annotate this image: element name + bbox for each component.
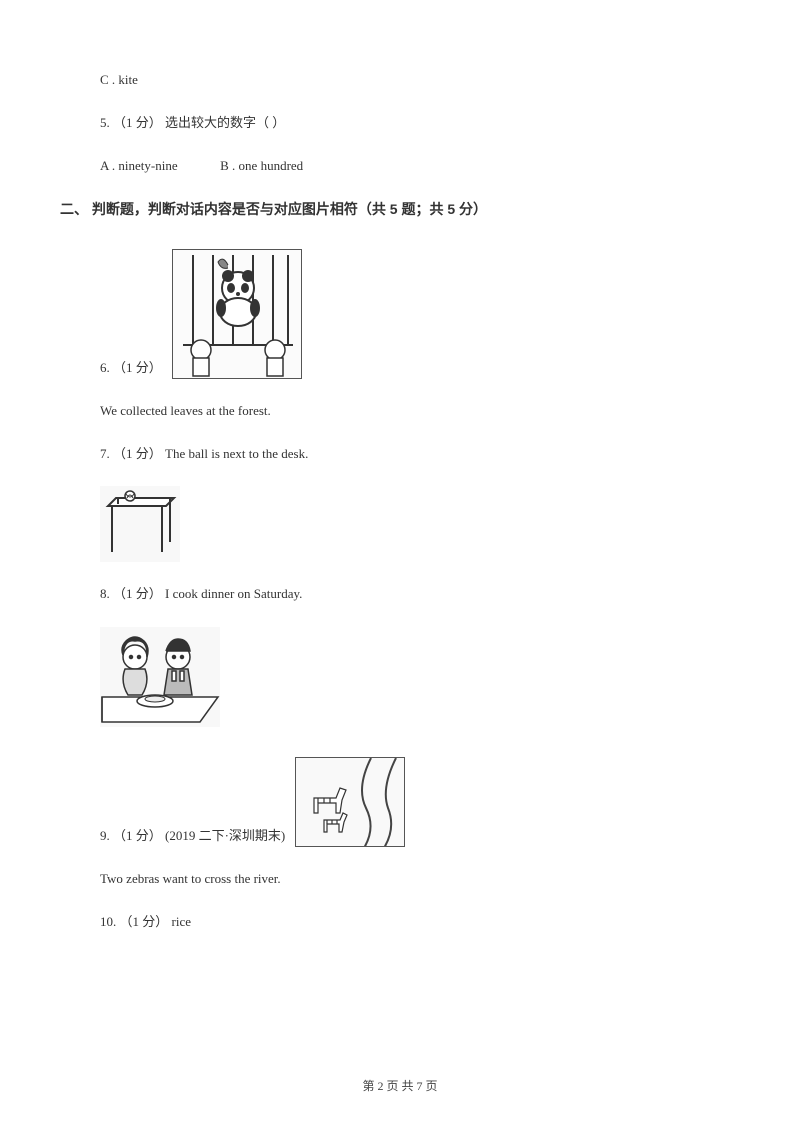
- desk-ball-icon: [100, 486, 180, 562]
- q9-image-zebras: [295, 757, 405, 847]
- q7-image-desk: [100, 486, 180, 562]
- q6-prefix: 6. （1 分）: [100, 358, 162, 379]
- q9-row: 9. （1 分） (2019 二下·深圳期末): [60, 757, 740, 847]
- q5-options: A . ninety-nine B . one hundred: [60, 156, 740, 177]
- q8-stem: 8. （1 分） I cook dinner on Saturday.: [60, 584, 740, 605]
- q7-image-wrap: [60, 486, 740, 562]
- zebras-river-icon: [296, 758, 405, 847]
- q5-stem: 5. （1 分） 选出较大的数字（ ）: [60, 113, 740, 134]
- q9-text: Two zebras want to cross the river.: [60, 869, 740, 890]
- q6-image-panda: [172, 249, 302, 379]
- q9-prefix: 9. （1 分） (2019 二下·深圳期末): [100, 826, 285, 847]
- q6-row: 6. （1 分）: [60, 249, 740, 379]
- q7-stem: 7. （1 分） The ball is next to the desk.: [60, 444, 740, 465]
- section-2-title: 二、 判断题，判断对话内容是否与对应图片相符（共 5 题；共 5 分）: [60, 198, 740, 220]
- q5-option-a: A . ninety-nine: [100, 158, 178, 173]
- q8-image-dinner: [100, 627, 220, 727]
- page-footer: 第 2 页 共 7 页: [0, 1077, 800, 1096]
- q10-stem: 10. （1 分） rice: [60, 912, 740, 933]
- panda-zoo-icon: [173, 250, 302, 379]
- q8-image-wrap: [60, 627, 740, 727]
- q6-text: We collected leaves at the forest.: [60, 401, 740, 422]
- q5-option-b: B . one hundred: [220, 158, 303, 173]
- q4-option-c: C . kite: [60, 70, 740, 91]
- kids-dinner-icon: [100, 627, 220, 727]
